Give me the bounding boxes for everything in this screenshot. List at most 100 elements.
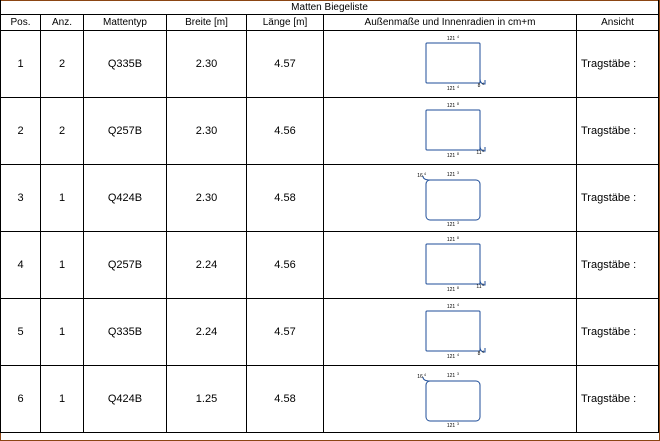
- table-row[interactable]: 6 1 Q424B 1.25 4.58 121 3 121 3 16 4 Tragstäbe :: [0, 365, 660, 433]
- cell-pos: 2: [0, 97, 41, 165]
- hook-superscript: 3: [482, 283, 484, 287]
- dim-bottom-superscript: 4: [457, 353, 459, 357]
- cell-ansicht: Tragstäbe :: [575, 298, 660, 366]
- dim-top-superscript: 8: [457, 236, 459, 240]
- cell-anz: 1: [40, 164, 84, 232]
- cell-laenge: 4.58: [246, 164, 324, 232]
- dim-bottom-superscript: 8: [457, 152, 459, 156]
- hook-superscript: 4: [482, 350, 484, 354]
- dim-bottom-label: 121: [447, 222, 456, 228]
- cell-shape-sketch: 121 3 121 3 16 4: [323, 365, 577, 433]
- cell-mattentyp: Q335B: [83, 298, 167, 366]
- cell-anz: 1: [40, 365, 84, 433]
- dim-bottom-superscript: 8: [457, 286, 459, 290]
- cell-anz: 2: [40, 30, 84, 98]
- dim-top-superscript: 8: [457, 102, 459, 106]
- dim-top-label: 121: [447, 36, 456, 42]
- mesh-hook: [422, 376, 431, 382]
- cell-pos: 1: [0, 30, 41, 98]
- cell-pos: 5: [0, 298, 41, 366]
- cell-mattentyp: Q424B: [83, 164, 167, 232]
- header-mattentyp: Mattentyp: [83, 14, 167, 31]
- hook-label: 8: [478, 351, 481, 357]
- table-row[interactable]: 2 2 Q257B 2.30 4.56 121 8 121 8 11 3 Tragstäbe :: [0, 97, 660, 165]
- cell-pos: 6: [0, 365, 41, 433]
- hook-superscript: 4: [424, 373, 426, 377]
- mesh-outline: [425, 179, 481, 221]
- dim-top-superscript: 4: [457, 303, 459, 307]
- cell-shape-sketch: 121 4 121 4 8 4: [323, 298, 577, 366]
- cell-shape-sketch: 121 8 121 8 11 3: [323, 231, 577, 299]
- dim-bottom-label: 121: [447, 153, 456, 159]
- mesh-outline: [425, 42, 481, 84]
- cell-ansicht: Tragstäbe :: [575, 231, 660, 299]
- cell-laenge: 4.58: [246, 365, 324, 433]
- mesh-hook: [422, 175, 431, 181]
- dim-bottom-superscript: 3: [457, 422, 459, 426]
- dim-top-label: 121: [447, 103, 456, 109]
- cell-ansicht: Tragstäbe :: [575, 164, 660, 232]
- cell-mattentyp: Q424B: [83, 365, 167, 433]
- mesh-outline: [425, 310, 481, 352]
- hook-label: 8: [478, 83, 481, 89]
- table-title: Matten Biegeliste: [0, 0, 660, 15]
- hook-superscript: 4: [424, 172, 426, 176]
- header-breite: Breite [m]: [166, 14, 247, 31]
- dim-top-superscript: 3: [457, 372, 459, 376]
- cell-anz: 1: [40, 231, 84, 299]
- cell-breite: 1.25: [166, 365, 247, 433]
- cell-laenge: 4.57: [246, 298, 324, 366]
- dim-bottom-label: 121: [447, 354, 456, 360]
- mesh-hook: [479, 279, 486, 286]
- hook-superscript: 3: [482, 149, 484, 153]
- cell-breite: 2.30: [166, 164, 247, 232]
- dim-bottom-label: 121: [447, 86, 456, 92]
- table-row[interactable]: 5 1 Q335B 2.24 4.57 121 4 121 4 8 4 Tragstäbe :: [0, 298, 660, 366]
- mesh-hook: [479, 78, 486, 85]
- dim-top-superscript: 3: [457, 171, 459, 175]
- cell-ansicht: Tragstäbe :: [575, 365, 660, 433]
- header-anz: Anz.: [40, 14, 84, 31]
- cell-breite: 2.30: [166, 97, 247, 165]
- dim-bottom-label: 121: [447, 423, 456, 429]
- cell-breite: 2.30: [166, 30, 247, 98]
- cell-breite: 2.24: [166, 231, 247, 299]
- cell-shape-sketch: 121 8 121 8 11 3: [323, 97, 577, 165]
- cell-anz: 2: [40, 97, 84, 165]
- cell-breite: 2.24: [166, 298, 247, 366]
- dim-top-label: 121: [447, 237, 456, 243]
- dim-bottom-superscript: 3: [457, 221, 459, 225]
- header-aussenmasse: Außenmaße und Innenradien in cm+m: [323, 14, 577, 31]
- header-pos: Pos.: [0, 14, 41, 31]
- dim-top-label: 121: [447, 373, 456, 379]
- cell-laenge: 4.56: [246, 231, 324, 299]
- table-row[interactable]: 3 1 Q424B 2.30 4.58 121 3 121 3 16 4 Tragstäbe :: [0, 164, 660, 232]
- table-row[interactable]: 1 2 Q335B 2.30 4.57 121 4 121 4 8 4 Tragstäbe :: [0, 30, 660, 98]
- mesh-outline: [425, 380, 481, 422]
- mesh-hook: [479, 346, 486, 353]
- dim-bottom-label: 121: [447, 287, 456, 293]
- hook-superscript: 4: [482, 82, 484, 86]
- cell-pos: 4: [0, 231, 41, 299]
- header-ansicht: Ansicht: [575, 14, 660, 31]
- mesh-hook: [479, 145, 486, 152]
- hook-label: 16: [417, 374, 423, 380]
- mesh-outline: [425, 109, 481, 151]
- cell-laenge: 4.57: [246, 30, 324, 98]
- cell-ansicht: Tragstäbe :: [575, 97, 660, 165]
- header-laenge: Länge [m]: [246, 14, 324, 31]
- cell-shape-sketch: 121 3 121 3 16 4: [323, 164, 577, 232]
- cell-mattentyp: Q257B: [83, 231, 167, 299]
- cell-laenge: 4.56: [246, 97, 324, 165]
- table-row[interactable]: 4 1 Q257B 2.24 4.56 121 8 121 8 11 3 Tragstäbe :: [0, 231, 660, 299]
- hook-label: 16: [417, 173, 423, 179]
- cell-ansicht: Tragstäbe :: [575, 30, 660, 98]
- dim-bottom-superscript: 4: [457, 85, 459, 89]
- mesh-outline: [425, 243, 481, 285]
